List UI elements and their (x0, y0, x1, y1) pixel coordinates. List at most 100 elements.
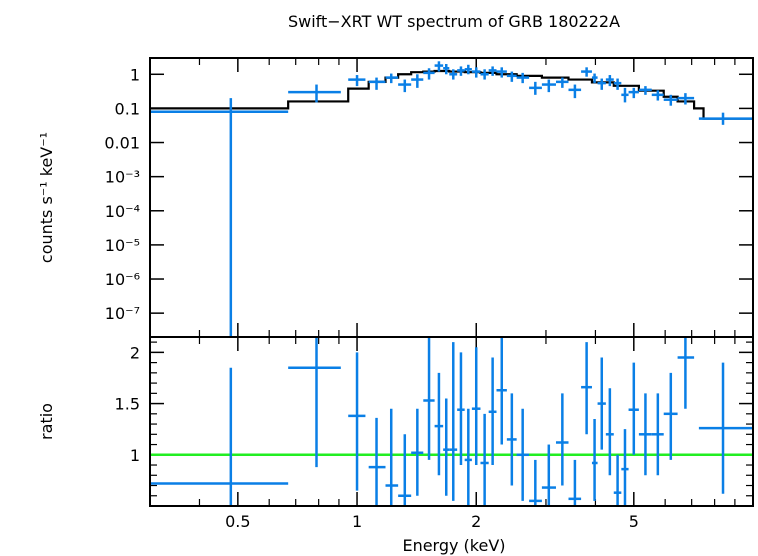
ratio-point (541, 444, 556, 506)
data-point (443, 64, 450, 75)
data-point (613, 78, 622, 90)
ratio-point (348, 352, 366, 491)
ratio-point (488, 357, 497, 466)
data-point (628, 87, 639, 99)
x-tick-label: 1 (352, 512, 362, 531)
ratio-point (398, 434, 412, 506)
y-tick-label: 1 (130, 65, 140, 84)
ratio-point (411, 408, 424, 496)
ratio-point (555, 393, 569, 486)
ratio-point (581, 342, 592, 435)
data-point (488, 66, 497, 76)
ratio-point (621, 429, 629, 506)
y-tick-label: 0.01 (104, 134, 140, 153)
data-point (348, 75, 366, 87)
y-tick-label: 10⁻⁵ (105, 236, 140, 255)
ratio-point (663, 372, 678, 460)
ratio-point (423, 337, 435, 460)
spectrum-model-layer (150, 69, 753, 120)
data-point (496, 67, 507, 78)
data-point (398, 79, 412, 93)
ratio-point (516, 408, 530, 501)
ratio-point (568, 459, 582, 506)
ratio-point (597, 357, 606, 450)
y-tick-label: 10⁻⁴ (105, 202, 140, 221)
data-point (464, 64, 472, 75)
data-point (516, 72, 530, 84)
model-step-line (150, 69, 753, 120)
ratio-point (628, 362, 639, 455)
data-point (150, 98, 289, 337)
ratio-point (434, 372, 444, 476)
ratio-point (150, 367, 289, 506)
data-point (385, 73, 399, 84)
x-tick-label: 5 (629, 512, 639, 531)
data-point (423, 68, 435, 80)
data-point (698, 112, 753, 125)
data-point (541, 79, 556, 93)
ratio-y-tick-labels: 1 1.5 2 (115, 343, 140, 464)
x-axis-label: Energy (keV) (402, 536, 505, 555)
data-point (621, 87, 629, 103)
data-point (411, 74, 424, 88)
ratio-point (368, 417, 386, 506)
y-tick-label: 1.5 (115, 395, 140, 414)
data-point (555, 77, 569, 88)
y-tick-label: 1 (130, 446, 140, 465)
ratio-data-layer (150, 337, 753, 506)
x-tick-label: 2 (471, 512, 481, 531)
data-point (591, 73, 598, 84)
ratio-point (638, 393, 652, 476)
ratio-point (677, 337, 695, 409)
ratio-point (591, 418, 598, 501)
y-tick-label: 0.1 (115, 99, 140, 118)
data-point (651, 90, 664, 101)
data-point (605, 75, 614, 87)
ratio-frame (149, 336, 754, 507)
ratio-point (443, 398, 450, 496)
data-point (638, 86, 652, 95)
ratio-axis-ticks (149, 337, 753, 506)
data-point (449, 69, 458, 80)
spectrum-y-tick-labels: 1 0.1 0.01 10⁻³ 10⁻⁴ 10⁻⁵ 10⁻⁶ 10⁻⁷ (104, 65, 140, 323)
ratio-point (464, 408, 472, 506)
data-point (288, 84, 341, 103)
data-point (480, 69, 489, 80)
ratio-point (651, 393, 664, 476)
ratio-point (288, 337, 341, 468)
ratio-point (605, 388, 614, 476)
spectrum-axis-ticks (149, 58, 753, 337)
y-tick-label: 10⁻⁷ (105, 304, 140, 323)
ratio-point (471, 347, 481, 466)
spectrum-y-axis-label: counts s⁻¹ keV⁻¹ (37, 132, 56, 263)
ratio-point (480, 413, 489, 506)
data-point (529, 81, 542, 95)
ratio-point (613, 454, 622, 506)
ratio-point (457, 352, 465, 466)
x-tick-label: 0.5 (225, 512, 250, 531)
y-tick-label: 10⁻³ (105, 168, 140, 187)
ratio-point (385, 408, 399, 506)
ratio-point (506, 393, 517, 486)
chart-title: Swift−XRT WT spectrum of GRB 180222A (288, 12, 620, 31)
x-tick-labels: 0.5 1 2 5 (225, 512, 639, 531)
data-point (568, 84, 582, 99)
data-point (663, 94, 678, 106)
spectrum-panel: 1 0.1 0.01 10⁻³ 10⁻⁴ 10⁻⁵ 10⁻⁶ 10⁻⁷ coun… (37, 57, 754, 338)
ratio-point (496, 337, 507, 445)
ratio-point (529, 459, 542, 506)
spectrum-data-layer (150, 61, 753, 337)
ratio-point (698, 362, 753, 494)
spectrum-frame (149, 57, 754, 338)
ratio-point (449, 342, 458, 501)
data-point (368, 77, 386, 90)
data-point (506, 71, 517, 82)
data-point (457, 66, 465, 76)
data-point (677, 93, 695, 105)
data-point (434, 61, 444, 72)
data-point (471, 67, 481, 78)
ratio-y-axis-label: ratio (37, 403, 56, 440)
y-tick-label: 2 (130, 343, 140, 362)
ratio-panel: 1 1.5 2 ratio (37, 336, 754, 507)
